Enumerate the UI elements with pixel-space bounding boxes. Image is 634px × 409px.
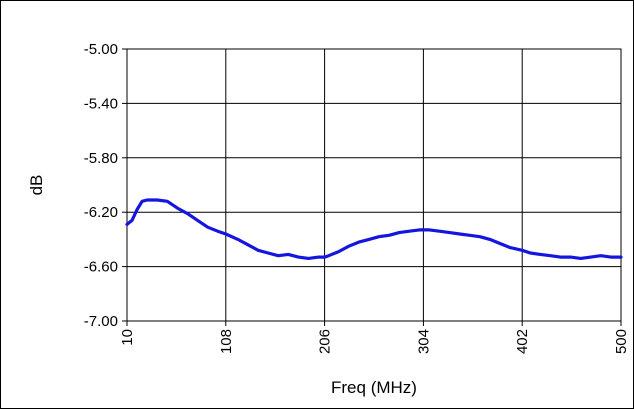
y-tick-label: -6.60 [84,259,118,276]
series-layer [125,198,623,260]
plot-area [126,48,622,322]
x-tick-label: 304 [415,329,432,354]
y-axis-title: dB [27,175,46,196]
x-tick-label: 500 [613,329,630,354]
series-line [125,198,623,260]
y-tick-label: -5.00 [84,41,118,58]
y-tick-label: -5.40 [84,95,118,112]
x-tick-label: 402 [514,329,531,354]
gridlines [126,48,622,322]
x-tick-label: 108 [218,329,235,354]
y-tick-label: -6.20 [84,204,118,221]
x-tick-label: 206 [317,329,334,354]
y-tick-label: -7.00 [84,313,118,330]
x-axis-title: Freq (MHz) [331,378,417,397]
y-tick-label: -5.80 [84,150,118,167]
x-tick-label: 10 [119,329,136,346]
